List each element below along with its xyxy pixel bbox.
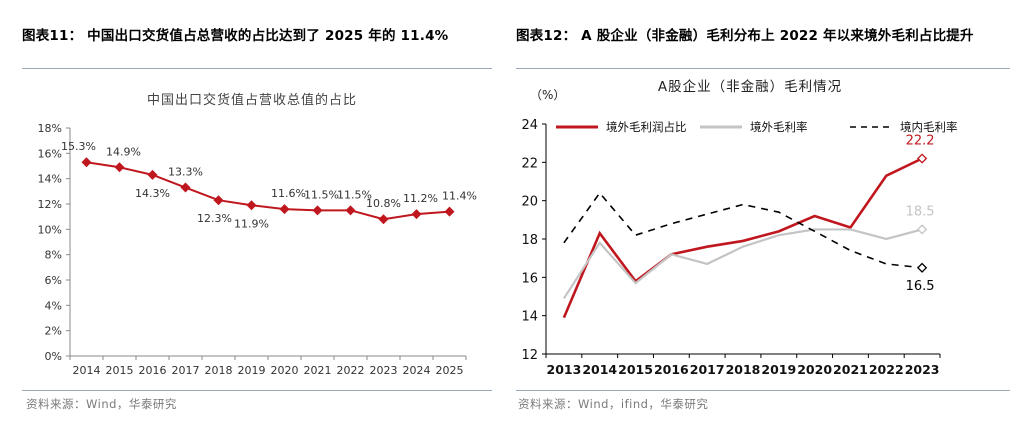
source-rule-left — [22, 390, 492, 391]
x-tick-label-left: 2019 — [238, 364, 266, 377]
data-point-marker — [114, 162, 125, 173]
x-tick-label-right: 2019 — [761, 362, 796, 377]
data-label: 15.3% — [61, 140, 96, 153]
title-rule-left — [22, 68, 492, 69]
legend-label: 境内毛利率 — [900, 120, 958, 134]
data-label: 13.3% — [168, 166, 203, 179]
y-unit-label-right: （%） — [530, 88, 565, 102]
x-tick-label-right: 2023 — [905, 362, 940, 377]
y-tick-label-right: 12 — [521, 348, 538, 363]
data-point-marker — [180, 182, 191, 193]
x-tick-label-left: 2022 — [337, 364, 365, 377]
x-tick-label-left: 2020 — [271, 364, 299, 377]
x-tick-label-left: 2023 — [370, 364, 398, 377]
data-point-marker — [444, 206, 455, 217]
series-line-overseas-margin — [562, 228, 923, 300]
chart-title-right: A股企业（非金融）毛利情况 — [658, 78, 842, 95]
y-tick-label-left: 12% — [38, 198, 62, 211]
end-point-marker — [916, 224, 928, 235]
y-tick-label-left: 8% — [45, 249, 62, 262]
chart-title-left: 中国出口交货值占营收总值的占比 — [147, 92, 357, 108]
y-tick-label-left: 18% — [38, 122, 62, 135]
data-point-marker — [213, 195, 224, 206]
x-tick-label-right: 2022 — [869, 362, 904, 377]
data-label: 14.9% — [106, 145, 141, 158]
end-value-label: 18.5 — [906, 204, 935, 219]
data-point-marker — [246, 200, 257, 211]
series-line-overseas-profit-share — [562, 157, 923, 319]
right-panel: 图表12： A 股企业（非金融）毛利分布上 2022 年以来境外毛利占比提升 A… — [512, 0, 1024, 426]
y-tick-label-right: 14 — [521, 310, 538, 325]
y-tick-label-right: 18 — [521, 233, 538, 248]
y-tick-label-right: 22 — [521, 156, 538, 171]
x-tick-label-right: 2020 — [797, 362, 832, 377]
legend-label: 境外毛利率 — [750, 120, 808, 134]
y-tick-label-left: 4% — [45, 299, 62, 312]
data-label: 12.3% — [197, 212, 232, 225]
figure-title-right: 图表12： A 股企业（非金融）毛利分布上 2022 年以来境外毛利占比提升 — [516, 28, 974, 44]
y-tick-label-right: 16 — [521, 271, 538, 286]
data-point-marker — [312, 205, 323, 216]
x-tick-label-left: 2015 — [106, 364, 134, 377]
data-label: 11.6% — [271, 187, 306, 200]
y-tick-label-left: 14% — [38, 173, 62, 186]
x-tick-label-right: 2018 — [726, 362, 761, 377]
x-tick-label-left: 2018 — [205, 364, 233, 377]
y-tick-label-right: 24 — [521, 118, 538, 133]
data-point-marker — [345, 205, 356, 216]
end-point-marker — [916, 262, 928, 273]
legend-label: 境外毛利润占比 — [606, 120, 687, 134]
x-tick-label-left: 2017 — [172, 364, 200, 377]
y-tick-label-left: 2% — [45, 325, 62, 338]
source-left: 资料来源：Wind，华泰研究 — [26, 397, 177, 411]
x-tick-label-right: 2021 — [833, 362, 868, 377]
x-tick-label-left: 2014 — [73, 364, 101, 377]
x-tick-label-left: 2016 — [139, 364, 167, 377]
data-point-marker — [81, 157, 92, 168]
y-tick-label-left: 6% — [45, 274, 62, 287]
title-rule-right — [516, 68, 1010, 69]
data-label: 10.8% — [366, 197, 401, 210]
data-point-marker — [279, 204, 290, 215]
source-right: 资料来源：Wind，ifind，华泰研究 — [518, 397, 709, 411]
y-tick-label-right: 20 — [521, 195, 538, 210]
data-label: 14.3% — [135, 187, 170, 200]
end-value-label: 22.2 — [906, 134, 935, 149]
y-tick-label-left: 0% — [45, 350, 62, 363]
chart-left: 中国出口交货值占营收总值的占比 0% 2% 4% 6% 8% 10% 12% 14% 16% 18… — [38, 92, 477, 377]
x-tick-label-right: 2016 — [654, 362, 689, 377]
x-tick-label-left: 2024 — [403, 364, 431, 377]
x-tick-label-left: 2025 — [436, 364, 464, 377]
end-point-marker — [916, 153, 928, 164]
data-label: 11.4% — [442, 190, 477, 203]
data-point-marker — [147, 169, 158, 180]
data-label: 11.9% — [234, 217, 269, 230]
x-tick-label-right: 2013 — [547, 362, 582, 377]
data-label: 11.5% — [337, 188, 372, 201]
data-point-marker — [378, 214, 389, 225]
source-rule-right — [516, 390, 1010, 391]
left-panel: 图表11： 中国出口交货值占总营收的占比达到了 2025 年的 11.4% 中国… — [0, 0, 500, 426]
end-value-label: 16.5 — [906, 279, 935, 294]
y-tick-label-left: 10% — [38, 223, 62, 236]
data-point-marker — [411, 209, 422, 220]
x-tick-label-right: 2015 — [618, 362, 653, 377]
x-tick-label-right: 2014 — [582, 362, 617, 377]
series-line-export-share — [86, 161, 450, 221]
data-label: 11.5% — [304, 188, 339, 201]
x-tick-label-right: 2017 — [690, 362, 725, 377]
data-label: 11.2% — [403, 192, 438, 205]
y-tick-label-left: 16% — [38, 147, 62, 160]
figure-title-left: 图表11： 中国出口交货值占总营收的占比达到了 2025 年的 11.4% — [22, 28, 449, 44]
x-tick-label-left: 2021 — [304, 364, 332, 377]
